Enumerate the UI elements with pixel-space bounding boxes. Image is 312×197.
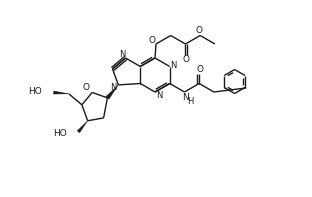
- Text: O: O: [83, 83, 90, 92]
- Polygon shape: [53, 91, 69, 94]
- Text: N: N: [171, 61, 177, 70]
- Text: H: H: [187, 97, 194, 106]
- Text: O: O: [197, 65, 204, 74]
- Text: N: N: [110, 83, 117, 92]
- Text: O: O: [149, 35, 155, 45]
- Text: N: N: [182, 93, 189, 101]
- Text: N: N: [156, 90, 162, 99]
- Text: HO: HO: [53, 129, 66, 138]
- Text: N: N: [119, 49, 126, 59]
- Text: HO: HO: [28, 87, 41, 96]
- Polygon shape: [106, 85, 118, 99]
- Text: O: O: [196, 26, 203, 35]
- Polygon shape: [77, 121, 88, 133]
- Text: O: O: [183, 55, 190, 63]
